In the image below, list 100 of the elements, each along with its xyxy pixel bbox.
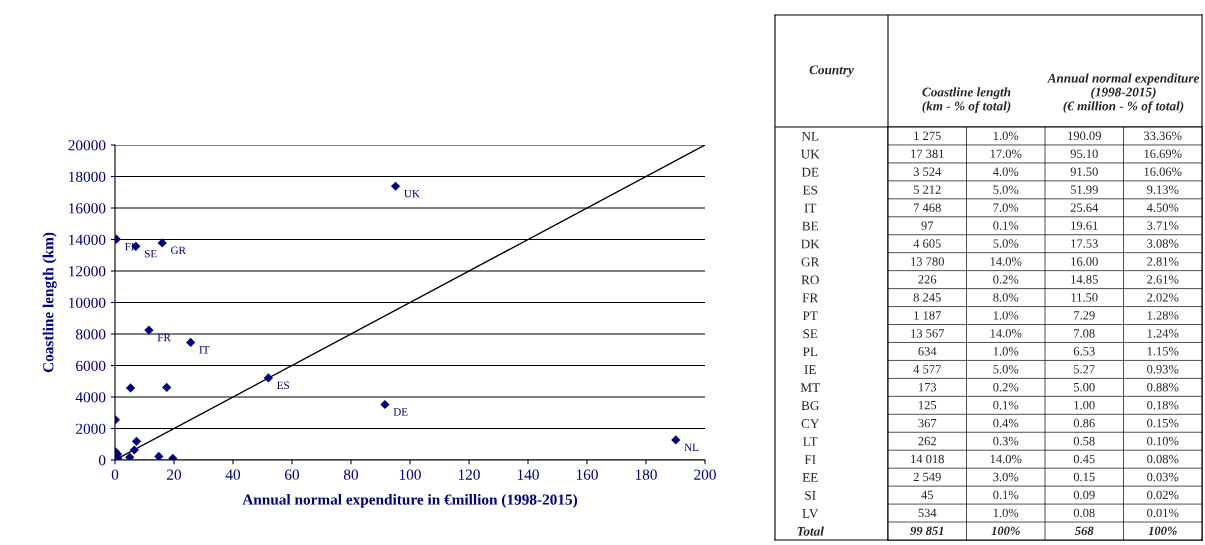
text: 14 018 (911, 454, 944, 464)
text: 11.50 (1071, 293, 1098, 302)
category-label: IT (804, 203, 817, 213)
text: 0.09 (1073, 490, 1095, 500)
point (157, 238, 167, 248)
text: 0.86 (1073, 418, 1095, 428)
text: 16.00 (1071, 257, 1098, 266)
category-label: UK (800, 149, 820, 159)
text: 4.0% (992, 167, 1019, 176)
point (154, 451, 164, 460)
annotation: UK (404, 189, 420, 198)
y-tick-label: 4000 (75, 392, 106, 403)
text: 1 275 (914, 131, 941, 141)
text: 17.53 (1071, 239, 1098, 248)
text: 95.10 (1070, 149, 1098, 159)
text: 7.0% (993, 203, 1019, 212)
y-tick-label: 6000 (76, 360, 106, 371)
annotation: FR (157, 333, 171, 342)
point (380, 399, 390, 410)
text: 0.58 (1073, 436, 1095, 446)
text: 0.2% (993, 275, 1019, 284)
text: 5.27 (1074, 365, 1095, 374)
text: 0.18% (1147, 400, 1179, 410)
text: 17 381 (911, 149, 944, 158)
y-tick-label: 0 (98, 455, 106, 466)
text: 8 245 (913, 293, 941, 302)
annotation: GR (170, 246, 186, 255)
annotation: IT (199, 346, 210, 354)
text: 3.71% (1147, 221, 1179, 230)
category-label: Total (797, 526, 824, 536)
text: 534 (918, 508, 937, 518)
point (390, 181, 401, 191)
text: 0.02% (1147, 490, 1179, 500)
text: 2.61% (1147, 275, 1179, 284)
text: 7.29 (1074, 311, 1095, 320)
annotation: NL (684, 443, 699, 451)
category-label: SI (805, 490, 816, 500)
text: 14.0% (990, 257, 1022, 266)
point (144, 325, 154, 335)
y-tick-label: 14000 (69, 234, 106, 245)
category-label: BG (801, 401, 819, 411)
x-tick-label: 20 (167, 469, 182, 480)
category-label: FR (802, 293, 819, 303)
x-tick-label: 100 (399, 469, 421, 480)
text: 1.0% (993, 347, 1019, 356)
text: 1.24% (1147, 329, 1179, 338)
x-tick-label: 0 (111, 469, 119, 480)
text: 0.1% (993, 490, 1019, 500)
text: 3.0% (993, 472, 1019, 482)
text: 262 (918, 436, 936, 446)
text: 4 605 (913, 239, 941, 248)
text: 25.64 (1070, 203, 1099, 212)
text: 634 (918, 347, 937, 356)
category-label: GR (801, 257, 820, 267)
text: 1.00 (1074, 400, 1095, 410)
category-label: NL (801, 131, 819, 141)
x-tick-label: 160 (576, 469, 598, 480)
text: 2.81% (1147, 257, 1179, 266)
text: 190.09 (1068, 131, 1101, 141)
text: 14.85 (1071, 275, 1098, 284)
text: 100% (991, 526, 1020, 536)
annotation: ES (277, 381, 289, 390)
category-label: SE (803, 329, 818, 339)
text: 7 468 (914, 203, 941, 212)
category-label: Annual normal expenditure (1998-2015) (€ million - % of total) (1046, 73, 1200, 114)
text: 0.1% (993, 221, 1019, 230)
point (671, 435, 681, 445)
category-label: CY (801, 419, 820, 428)
annotation: SE (144, 249, 157, 258)
text: 0.1% (993, 400, 1019, 410)
text: 5.00 (1074, 382, 1095, 392)
text: 2 549 (913, 472, 941, 482)
text: 45 (921, 490, 934, 500)
text: 367 (918, 418, 937, 428)
category-label: RO (801, 275, 819, 285)
text: 0.93% (1147, 365, 1179, 374)
text: 0.2% (993, 382, 1019, 392)
category-label: FI (804, 455, 816, 464)
y-tick-label: 8000 (76, 329, 106, 340)
y-tick-label: 12000 (69, 266, 106, 277)
x-tick-label: 60 (285, 469, 300, 480)
category-label: DK (801, 239, 820, 249)
category-label: ES (802, 185, 818, 195)
category-label: DE (801, 167, 819, 177)
text: 5 212 (913, 185, 941, 194)
x-tick-label: 80 (343, 469, 359, 480)
x-tick-label: 200 (694, 469, 716, 480)
text: 16.06% (1144, 167, 1182, 176)
y-tick-label: 20000 (68, 140, 106, 151)
text: 1.0% (993, 508, 1019, 518)
text: 1.28% (1147, 311, 1179, 320)
text: 1.0% (993, 131, 1019, 141)
text: 0.45 (1073, 454, 1095, 464)
text: 5.0% (993, 239, 1019, 248)
point (129, 445, 139, 455)
y-axis-title: Coastline length (km) (42, 232, 57, 373)
point (186, 337, 196, 347)
text: 173 (918, 383, 937, 392)
text: 99 851 (910, 526, 944, 536)
x-tick-label: 140 (517, 469, 539, 480)
